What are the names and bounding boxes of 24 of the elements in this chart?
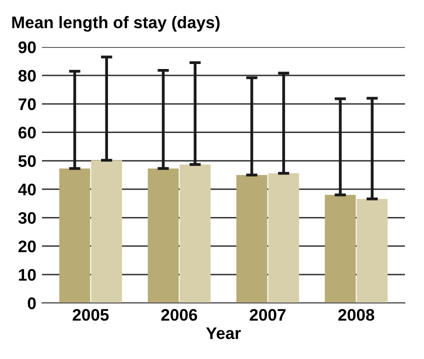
bar: [268, 173, 300, 303]
x-tick-label: 2006: [161, 308, 198, 321]
y-tick-label: 20: [18, 240, 36, 252]
bar: [148, 168, 179, 303]
x-tick-label: 2007: [250, 308, 286, 321]
bar: [180, 164, 211, 303]
y-tick-label: 40: [18, 184, 36, 196]
bar: [236, 175, 268, 303]
x-axis-title: Year: [206, 327, 241, 340]
x-tick-label: 2005: [72, 308, 109, 321]
bar: [324, 194, 356, 303]
y-axis-title: Mean length of stay (days): [12, 16, 220, 32]
y-tick-label: 60: [18, 126, 36, 139]
bar: [59, 168, 90, 303]
y-tick-label: 80: [18, 70, 36, 82]
y-tick-label: 70: [18, 98, 36, 110]
y-tick-label: 10: [18, 268, 36, 281]
x-tick-label: 2008: [338, 308, 374, 321]
bar: [91, 160, 122, 303]
y-tick-label: 50: [18, 155, 36, 167]
y-tick-label: 0: [28, 297, 36, 310]
y-tick-label: 30: [18, 212, 36, 224]
y-tick-label: 90: [18, 41, 36, 54]
bar: [356, 198, 388, 303]
